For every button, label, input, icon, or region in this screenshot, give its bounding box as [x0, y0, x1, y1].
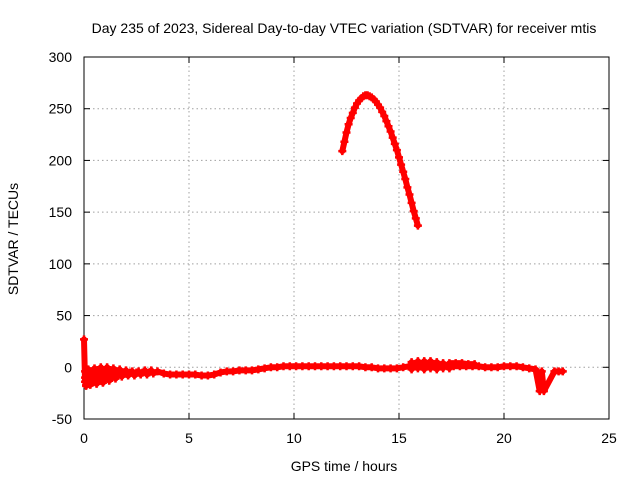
x-tick-label: 5 [185, 430, 193, 446]
data-trace [81, 336, 566, 395]
data-trace [83, 358, 478, 389]
data-trace [339, 92, 421, 229]
x-axis-label: GPS time / hours [291, 458, 398, 474]
y-tick-label: 100 [49, 256, 73, 272]
y-tick-label: 200 [49, 152, 73, 168]
chart-title: Day 235 of 2023, Sidereal Day-to-day VTE… [92, 20, 597, 36]
y-axis-label: SDTVAR / TECUs [5, 183, 21, 295]
y-tick-label: 50 [56, 308, 72, 324]
x-tick-label: 15 [391, 430, 407, 446]
series-1 [338, 91, 422, 230]
series-2 [82, 357, 479, 390]
y-tick-label: 250 [49, 101, 73, 117]
x-tick-label: 20 [496, 430, 512, 446]
x-tick-label: 0 [80, 430, 88, 446]
x-tick-label: 25 [601, 430, 617, 446]
plot-frame [83, 56, 610, 420]
y-tick-label: 300 [49, 49, 73, 65]
data-marks [80, 91, 567, 396]
y-tick-label: 0 [64, 359, 72, 375]
y-tick-label: 150 [49, 204, 73, 220]
series-0 [80, 335, 567, 396]
x-tick-label: 10 [286, 430, 302, 446]
y-tick-label: -50 [52, 411, 72, 427]
chart-axes: 0 5 10 15 20 25 -50 0 50 100 150 200 250 300 [49, 49, 617, 446]
